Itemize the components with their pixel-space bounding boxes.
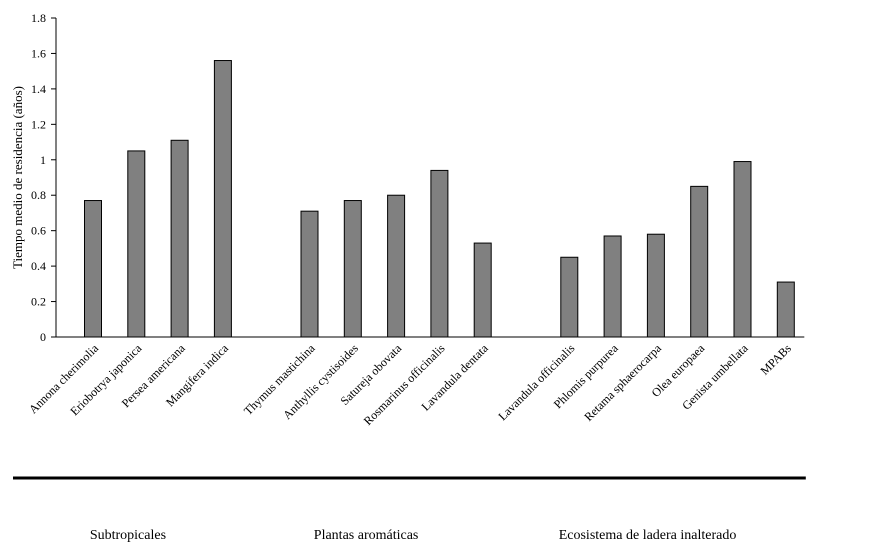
y-tick-label: 1.4	[31, 82, 46, 96]
y-tick-label: 0.2	[31, 295, 46, 309]
y-tick-label: 1.8	[31, 11, 46, 25]
bar	[430, 169, 449, 338]
bar	[646, 233, 665, 338]
bar	[213, 60, 232, 338]
category-label: Lavandula officinalis	[495, 341, 577, 423]
category-label: Retama sphaerocarpa	[581, 341, 664, 424]
category-label: Rosmarinus officinalis	[361, 341, 448, 428]
bar	[170, 139, 189, 338]
y-tick-label: 0	[40, 330, 46, 344]
y-tick-label: 1.6	[31, 46, 46, 60]
category-label: MPABs	[757, 341, 794, 378]
bar	[300, 210, 319, 338]
group-label: Ecosistema de ladera inalterado	[559, 528, 737, 543]
bar	[690, 185, 709, 338]
category-label: Anthyllis cystisoides	[280, 341, 361, 422]
bar	[776, 281, 795, 338]
y-axis-title: Tiempo medio de residencia (años)	[10, 86, 25, 269]
bar	[733, 161, 752, 338]
group-label: Subtropicales	[90, 528, 166, 543]
bar	[127, 150, 146, 338]
y-tick-label: 0.6	[31, 224, 46, 238]
category-label: Thymus mastichina	[241, 341, 318, 418]
y-tick-label: 1	[40, 153, 46, 167]
bar	[473, 242, 492, 338]
y-tick-label: 0.4	[31, 259, 46, 273]
bar	[603, 235, 622, 338]
bar	[560, 256, 579, 338]
bar	[343, 200, 362, 338]
y-tick-label: 1.2	[31, 117, 46, 131]
y-tick-label: 0.8	[31, 188, 46, 202]
group-label: Plantas aromáticas	[314, 528, 419, 543]
bar	[84, 200, 102, 338]
bar	[387, 194, 406, 338]
